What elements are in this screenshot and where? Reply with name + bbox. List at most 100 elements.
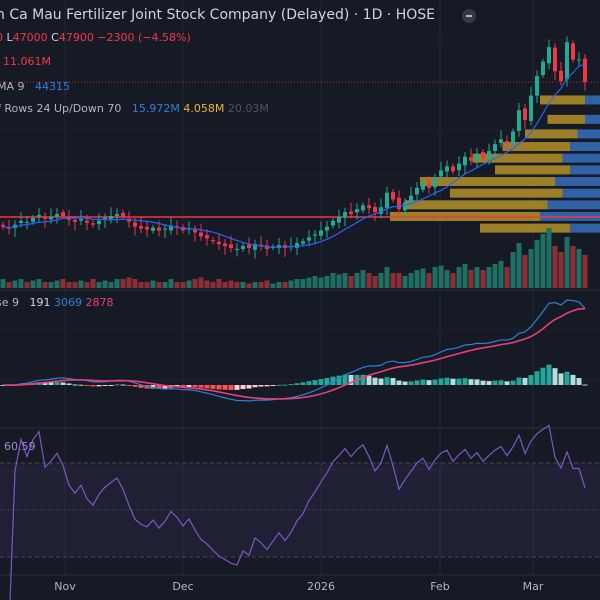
macd-histogram-bar [258, 385, 264, 387]
volume-profile-down-bar [570, 142, 600, 152]
candle-body [547, 47, 551, 64]
volume-bar [72, 282, 78, 288]
volume-bar [216, 279, 222, 288]
macd-histogram-bar [312, 380, 318, 385]
candle-body [367, 205, 371, 209]
candle-body [391, 192, 395, 200]
macd-histogram-bar [372, 377, 378, 385]
macd-histogram-bar [474, 379, 480, 385]
candle-body [295, 243, 299, 248]
candle-body [247, 244, 251, 249]
macd-line [2, 299, 586, 402]
x-tick-label: Dec [172, 580, 194, 593]
macd-histogram-bar [480, 380, 486, 385]
candle-body [529, 95, 533, 122]
macd-histogram-bar [192, 385, 198, 388]
candle-body [169, 225, 173, 231]
x-tick-label: Mar [522, 580, 544, 593]
candle-body [253, 244, 257, 250]
candle-body [151, 227, 155, 231]
volume-bar [180, 282, 186, 288]
volume-bar [204, 280, 210, 288]
macd-histogram-bar [510, 380, 516, 385]
macd-histogram-bar [402, 381, 408, 385]
volume-bar [360, 270, 366, 288]
macd-histogram-bar [84, 385, 90, 386]
macd-histogram-bar [66, 383, 72, 385]
candle-body [145, 226, 149, 230]
macd-histogram-bar [102, 385, 108, 386]
x-tick-label: Feb [430, 580, 450, 593]
macd-histogram-bar [264, 385, 270, 387]
volume-legend: 11.061M [3, 55, 51, 68]
open-value: 0 [0, 31, 3, 44]
macd-histogram-bar [330, 376, 336, 385]
candle-body [433, 178, 437, 188]
volume-profile-up-bar [495, 165, 570, 175]
rsi-line [9, 424, 586, 600]
macd-histogram-bar [252, 385, 258, 388]
volume-bar [138, 282, 144, 288]
volume-profile-up-bar [525, 129, 578, 139]
macd-histogram-bar [222, 385, 228, 390]
macd-histogram-bar [516, 377, 522, 385]
volume-profile-down-bar [555, 177, 600, 186]
volume-bar [582, 254, 588, 288]
volume-bar [222, 282, 228, 288]
volume-bar [474, 267, 480, 288]
volume-bar [126, 277, 132, 288]
volume-profile-down-bar [570, 165, 600, 175]
volume-profile-down-bar [562, 188, 600, 198]
volume-bar [36, 279, 42, 288]
volume-bar [48, 282, 54, 288]
volume-bar [228, 280, 234, 288]
volume-bar [348, 276, 354, 288]
volume-bar [570, 246, 576, 288]
macd-histogram-bar [288, 384, 294, 386]
close-value: 47900 [58, 31, 94, 44]
volume-bar [510, 252, 516, 288]
candle-body [25, 221, 29, 223]
macd-histogram-bar [318, 379, 324, 385]
collapse-legend-button[interactable] [462, 9, 476, 23]
candle-body [235, 248, 239, 250]
candle-body [79, 218, 83, 221]
candle-body [1, 224, 5, 227]
macd-histogram-bar [234, 385, 240, 390]
volume-bar [318, 277, 324, 288]
candle-body [583, 58, 587, 82]
candle-body [361, 205, 365, 211]
volume-bar [462, 264, 468, 288]
volume-bar [390, 273, 396, 288]
macd-histogram-bar [240, 385, 246, 390]
candle-body [499, 139, 503, 143]
volume-bar [162, 282, 168, 288]
macd-histogram-bar [198, 385, 204, 388]
volume-bar [42, 282, 48, 288]
macd-histogram-bar [342, 374, 348, 385]
volume-bar [336, 274, 342, 288]
volume-bar [414, 270, 420, 288]
macd-histogram-bar [498, 380, 504, 385]
low-value: 47000 [12, 31, 48, 44]
candle-body [229, 244, 233, 249]
candle-body [85, 220, 89, 223]
volume-bar [144, 282, 150, 288]
candle-body [43, 216, 47, 219]
macd-histogram-bar [384, 377, 390, 385]
macd-histogram-bar [156, 385, 162, 389]
volume-bar [108, 282, 114, 288]
volume-bar [102, 280, 108, 288]
volume-bar [150, 280, 156, 288]
volume-bar [522, 255, 528, 288]
volume-bar [0, 279, 6, 288]
candle-body [37, 215, 41, 217]
candle-body [163, 228, 167, 230]
candle-body [427, 183, 431, 188]
volume-bar [240, 282, 246, 288]
volume-bar [546, 228, 552, 288]
candle-body [511, 131, 515, 144]
macd-histogram-bar [90, 385, 96, 387]
candle-body [517, 110, 521, 131]
